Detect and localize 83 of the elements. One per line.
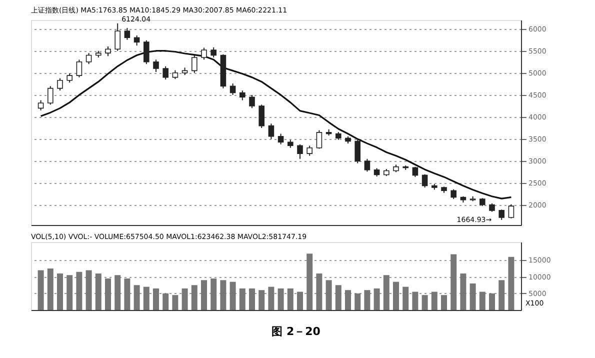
bar [402, 286, 409, 310]
bar [422, 295, 428, 310]
caption: 图 2－20 [272, 325, 321, 338]
bar [210, 278, 217, 310]
bar [162, 293, 169, 310]
bar [268, 286, 274, 310]
candlestick [57, 78, 63, 92]
bar [489, 293, 495, 310]
bar [450, 254, 457, 310]
bar [326, 280, 332, 310]
bar [297, 292, 303, 310]
bar [124, 278, 130, 310]
bar [134, 285, 140, 310]
bar [287, 288, 294, 310]
bar [230, 282, 236, 310]
bar [412, 292, 418, 310]
candlestick [114, 22, 120, 52]
bar [249, 288, 255, 310]
candlestick [201, 47, 207, 60]
candlestick [48, 86, 54, 106]
bar [441, 295, 447, 310]
bar [258, 290, 265, 310]
candlestick [364, 158, 370, 172]
bar [153, 288, 159, 310]
candlestick [249, 94, 255, 109]
bar [95, 274, 102, 310]
candlestick [210, 46, 216, 58]
candlestick [258, 104, 264, 129]
candlestick [278, 133, 284, 145]
bar [239, 288, 246, 310]
bar [383, 275, 390, 310]
bar [393, 282, 399, 310]
bar [38, 270, 44, 310]
candlestick [66, 72, 72, 84]
candlestick [240, 90, 246, 101]
bar [470, 283, 476, 310]
bar [182, 288, 188, 310]
bar [508, 256, 514, 310]
candlestick [297, 144, 303, 160]
bar [498, 280, 505, 310]
bar [201, 280, 207, 310]
bar [191, 285, 198, 310]
candlestick [498, 209, 504, 220]
candlestick [230, 82, 236, 96]
bar [86, 270, 92, 310]
candlestick [124, 27, 130, 40]
candlestick [153, 59, 159, 73]
candlestick [422, 174, 428, 188]
bar [143, 286, 150, 310]
bar [47, 268, 54, 310]
candlestick [192, 54, 198, 74]
bar [431, 292, 438, 310]
candlestick [162, 66, 168, 80]
candlestick [134, 34, 140, 46]
bar [316, 274, 322, 310]
candlestick [76, 59, 82, 78]
bar [66, 275, 73, 310]
candlestick [268, 123, 274, 140]
bar [105, 278, 111, 310]
candlestick [105, 46, 111, 57]
bar [57, 274, 63, 310]
candlestick [354, 139, 360, 164]
candlestick [306, 145, 312, 156]
bar [354, 293, 361, 310]
candlestick [508, 204, 514, 219]
bar [460, 274, 466, 310]
bar [172, 295, 178, 310]
candlestick [144, 40, 150, 65]
bar [345, 290, 351, 310]
candlestick [450, 188, 456, 200]
candlestick [412, 166, 418, 178]
bar [278, 288, 284, 310]
bar [374, 288, 380, 310]
candlestick [86, 52, 92, 65]
bar [306, 254, 313, 310]
bar [220, 280, 226, 310]
bar [76, 272, 82, 310]
candlestick [316, 130, 322, 150]
bar [335, 285, 342, 310]
bar [479, 292, 486, 310]
bar [364, 290, 370, 310]
bar [114, 275, 121, 310]
candlestick [38, 100, 44, 111]
